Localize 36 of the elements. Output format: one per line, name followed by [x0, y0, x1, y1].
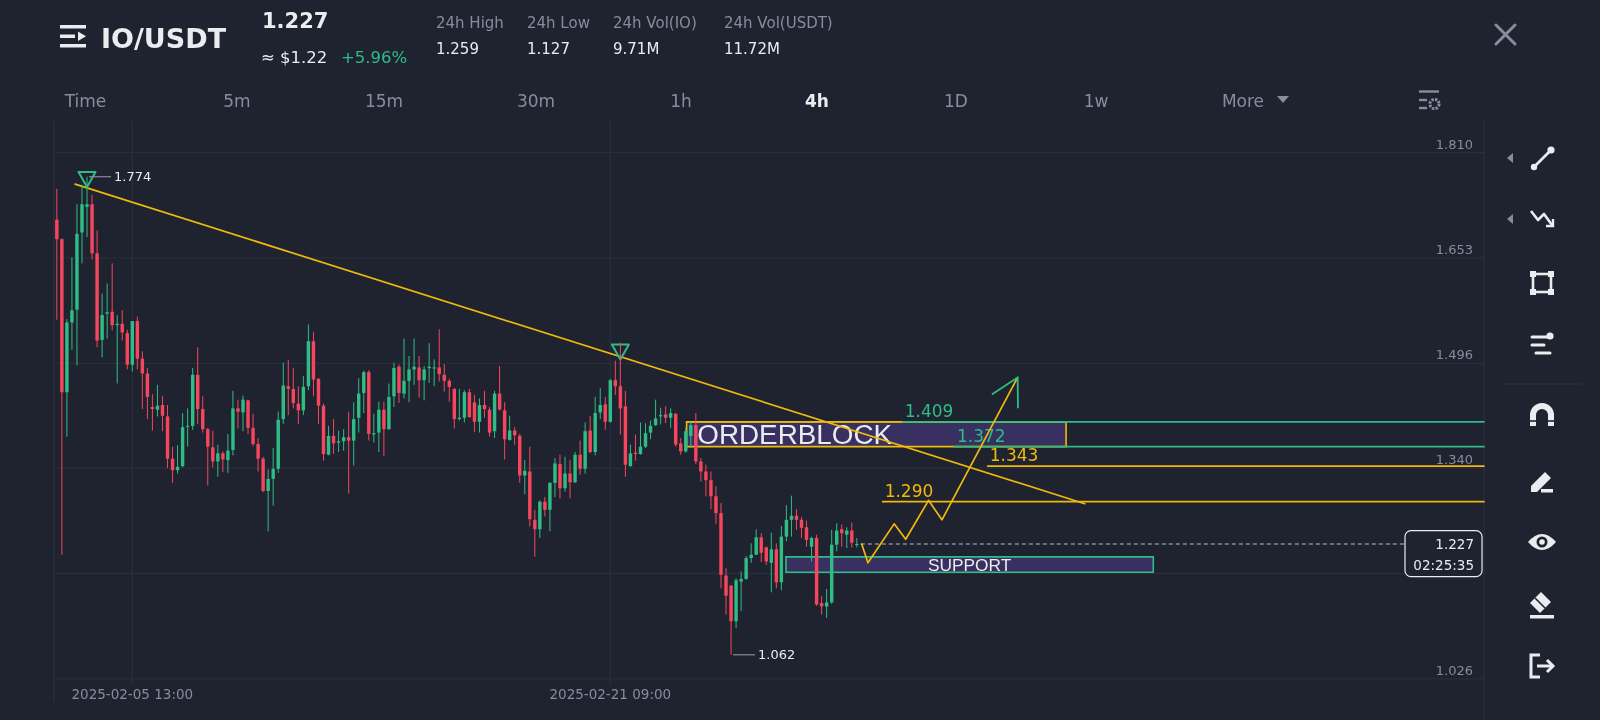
text: 24h Low — [527, 14, 590, 32]
text: 1.127 — [527, 40, 570, 58]
y-tick-label: 1.653 — [1435, 241, 1473, 257]
text: 30m — [516, 91, 556, 111]
series-label: 1.343 — [989, 445, 1039, 466]
text: ≈ $1.22 — [261, 47, 328, 67]
text: 24h Vol(USDT) — [724, 14, 833, 32]
text: Time — [63, 91, 107, 111]
x-tick-label: 2025-02-05 13:00 — [71, 686, 194, 702]
y-tick-label: 1.340 — [1435, 452, 1473, 468]
text: 1w — [1083, 91, 1109, 111]
y-tick-label: 1.496 — [1435, 347, 1473, 363]
text: 11.72M — [724, 40, 780, 58]
text: 24h High — [436, 14, 504, 32]
annotation: 1.774 — [114, 169, 152, 185]
text: 5m — [223, 91, 251, 111]
text: 1D — [944, 91, 968, 111]
chart-subtitle: 1.227 — [262, 9, 329, 33]
annotation: 1.062 — [758, 647, 796, 663]
series-label: 1.409 — [904, 400, 954, 421]
y-tick-label: 1.810 — [1435, 136, 1473, 152]
series-label: SUPPORT — [928, 554, 1012, 575]
ref-line-label: 1.227 — [1435, 536, 1474, 552]
text: 9.71M — [613, 40, 660, 58]
text: 1.259 — [436, 40, 479, 58]
series-label: 1.290 — [884, 480, 934, 501]
text: 4h — [805, 91, 829, 111]
chart-title: IO/USDT — [101, 22, 227, 54]
text: 15m — [364, 91, 404, 111]
text: 1h — [670, 91, 692, 111]
x-tick-label: 2025-02-21 09:00 — [549, 686, 672, 702]
text: +5.96% — [341, 47, 408, 67]
annotation: 02:25:35 — [1413, 557, 1474, 573]
text: More — [1221, 91, 1265, 111]
y-tick-label: 1.026 — [1435, 662, 1473, 678]
text: 24h Vol(IO) — [613, 14, 697, 32]
